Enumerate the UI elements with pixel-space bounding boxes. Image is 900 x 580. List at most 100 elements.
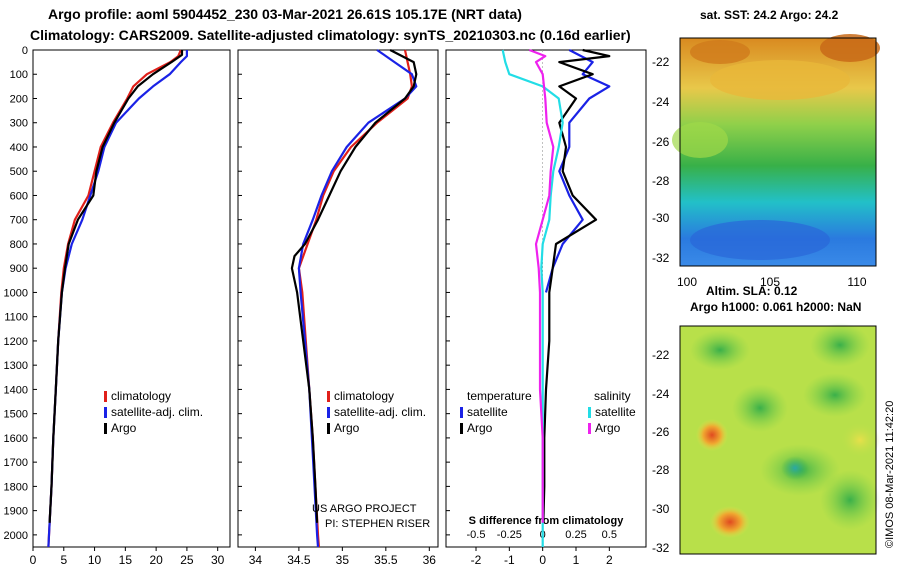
- temperature-x-tick-label: 5: [60, 553, 67, 567]
- depth-tick-label: 1000: [4, 287, 28, 299]
- sla-cyan-blob: [781, 456, 809, 480]
- series-line-salinity-satellite: [501, 49, 564, 547]
- temperature-x-tick-label: 25: [180, 553, 194, 567]
- series-line-satellite-adj-clim-: [297, 49, 418, 548]
- depth-tick-label: 2000: [4, 530, 28, 542]
- depth-tick-label: 1400: [4, 384, 28, 396]
- series-line-temperature-satellite: [544, 49, 611, 293]
- salinity-x-tick-label: 35.5: [374, 553, 398, 567]
- sla-warm-blob-1: [696, 419, 728, 451]
- difference-x-tick-label: -2: [471, 553, 482, 567]
- sst-lat-tick-label: -26: [652, 135, 670, 149]
- depth-tick-label: 0: [22, 45, 28, 57]
- depth-tick-label: 1100: [4, 312, 28, 324]
- sla-lat-tick-label: -28: [652, 463, 670, 477]
- difference-legend-sal-label: satellite: [595, 405, 636, 419]
- sla-lat-tick-label: -32: [652, 541, 670, 555]
- sla-map-frame: [679, 325, 877, 555]
- temperature-legend-entry-label: satellite-adj. clim.: [111, 405, 203, 419]
- depth-tick-label: 500: [10, 166, 28, 178]
- sla-green-blob-6: [820, 470, 880, 530]
- difference-panel-frame: [445, 49, 647, 548]
- sst-lon-tick-label: 100: [677, 275, 697, 289]
- sla-map-title-1: Altim. SLA: 0.12: [706, 284, 798, 298]
- sla-lat-tick-label: -24: [652, 387, 670, 401]
- series-line-satellite-adj-clim-: [47, 50, 188, 548]
- sla-yellow-blob: [840, 422, 880, 458]
- depth-tick-label: 1600: [4, 433, 28, 445]
- depth-tick-label: 900: [10, 263, 28, 275]
- sla-green-blob-3: [803, 373, 867, 417]
- depth-tick-label: 1200: [4, 336, 28, 348]
- sst-map-frame: [679, 37, 877, 267]
- depth-tick-label: 600: [10, 190, 28, 202]
- sst-lat-tick-label: -30: [652, 211, 670, 225]
- sst-map: [672, 34, 880, 267]
- sst-lat-tick-label: -24: [652, 95, 670, 109]
- salinity-legend-entry-label: Argo: [334, 421, 360, 435]
- sla-green-blob-4: [732, 384, 788, 432]
- depth-tick-label: 300: [10, 118, 28, 130]
- salinity-difference-tick-label: 0.5: [602, 529, 617, 541]
- salinity-legend-entry-label: climatology: [334, 389, 394, 403]
- difference-legend-sal-header: salinity: [594, 389, 631, 403]
- difference-x-tick-label: 1: [573, 553, 580, 567]
- sla-green-blob-1: [690, 330, 750, 370]
- difference-legend-sal-swatch: [588, 407, 591, 418]
- salinity-x-tick-label: 34.5: [287, 553, 311, 567]
- difference-legend-temp-swatch: [460, 423, 463, 434]
- difference-x-axis-label: S difference from climatology: [469, 515, 625, 527]
- salinity-difference-tick-label: 0.25: [565, 529, 586, 541]
- difference-x-tick-label: -1: [504, 553, 515, 567]
- sla-green-blob-2: [810, 323, 870, 367]
- depth-tick-label: 1500: [4, 409, 28, 421]
- depth-tick-label: 1700: [4, 457, 28, 469]
- temperature-x-tick-label: 20: [149, 553, 163, 567]
- difference-legend-temp-label: satellite: [467, 405, 508, 419]
- temperature-legend-entry-swatch: [104, 391, 107, 402]
- difference-legend-sal-label: Argo: [595, 421, 621, 435]
- difference-legend-temp-header: temperature: [467, 389, 532, 403]
- temperature-x-tick-label: 10: [88, 553, 102, 567]
- depth-tick-label: 1800: [4, 481, 28, 493]
- sst-map-title: sat. SST: 24.2 Argo: 24.2: [700, 8, 839, 22]
- series-line-temperature-argo: [542, 48, 611, 523]
- difference-legend-temp-swatch: [460, 407, 463, 418]
- sst-lat-tick-label: -22: [652, 55, 670, 69]
- salinity-credit-line1: US ARGO PROJECT: [312, 503, 417, 515]
- temperature-legend-entry-label: climatology: [111, 389, 171, 403]
- series-line-salinity-argo: [528, 48, 555, 523]
- sla-lat-tick-label: -26: [652, 425, 670, 439]
- depth-tick-label: 700: [10, 215, 28, 227]
- salinity-difference-tick-label: -0.5: [467, 529, 486, 541]
- salinity-legend-entry-label: satellite-adj. clim.: [334, 405, 426, 419]
- salinity-x-tick-label: 36: [423, 553, 437, 567]
- temperature-legend-entry-swatch: [104, 407, 107, 418]
- salinity-x-tick-label: 34: [249, 553, 263, 567]
- salinity-credit-line2: PI: STEPHEN RISER: [325, 518, 430, 530]
- temperature-panel-frame: [32, 49, 231, 548]
- sst-lon-tick-label: 110: [847, 275, 866, 289]
- figure-title-line2: Climatology: CARS2009. Satellite-adjuste…: [30, 27, 631, 43]
- temperature-legend-entry-label: Argo: [111, 421, 137, 435]
- sst-lat-tick-label: -28: [652, 174, 670, 188]
- series-line-argo: [48, 50, 184, 523]
- sla-map: [679, 323, 880, 555]
- difference-legend-sal-swatch: [588, 423, 591, 434]
- temperature-x-tick-label: 30: [211, 553, 225, 567]
- sla-lat-tick-label: -22: [652, 348, 670, 362]
- salinity-legend-entry-swatch: [327, 391, 330, 402]
- figure-title-line1: Argo profile: aoml 5904452_230 03-Mar-20…: [48, 6, 522, 22]
- sst-mid-patch: [672, 122, 728, 158]
- sst-warm-band: [710, 60, 850, 100]
- depth-tick-label: 400: [10, 142, 28, 154]
- salinity-legend-entry-swatch: [327, 407, 330, 418]
- temperature-legend-entry-swatch: [104, 423, 107, 434]
- sla-lat-tick-label: -30: [652, 502, 670, 516]
- depth-tick-label: 1300: [4, 360, 28, 372]
- sst-cold-band: [690, 220, 830, 260]
- salinity-x-tick-label: 35: [336, 553, 350, 567]
- temperature-x-tick-label: 0: [30, 553, 37, 567]
- salinity-legend-entry-swatch: [327, 423, 330, 434]
